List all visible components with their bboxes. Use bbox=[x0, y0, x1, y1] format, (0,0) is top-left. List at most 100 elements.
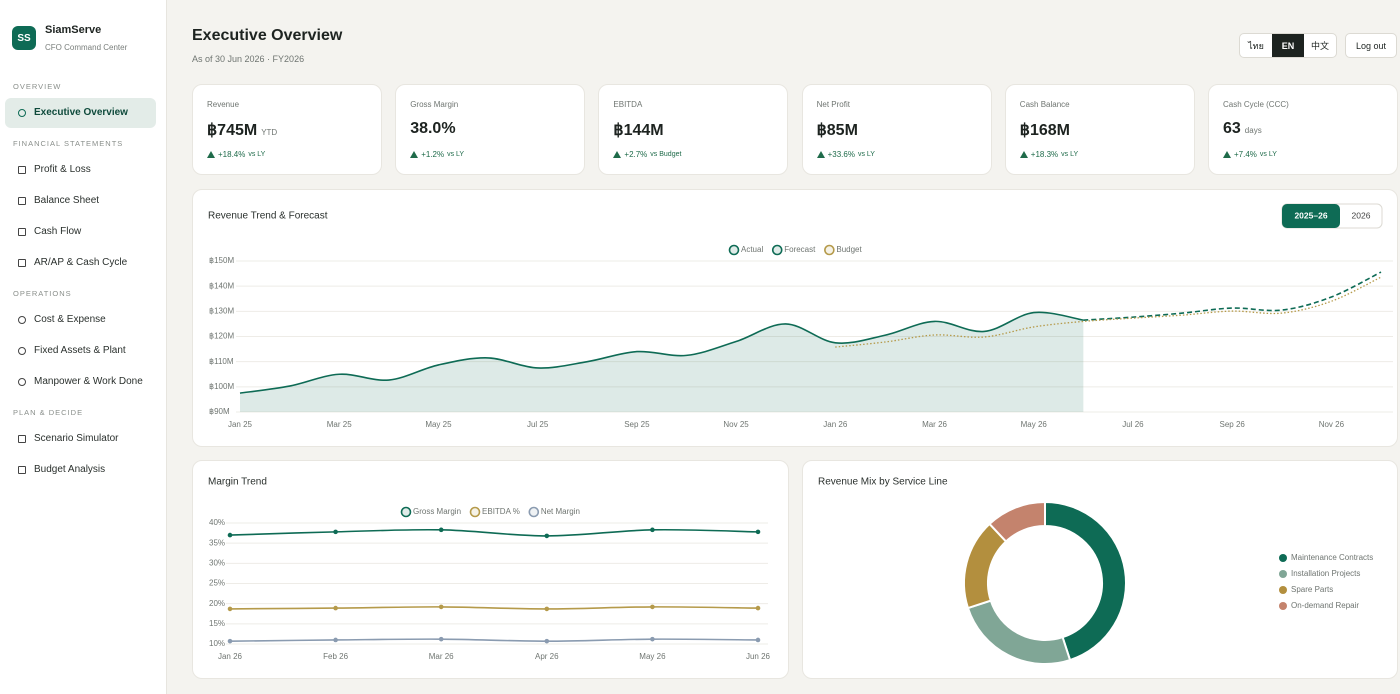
legend-label: Budget bbox=[836, 245, 862, 254]
period-option[interactable]: 2025–26 bbox=[1294, 210, 1327, 220]
nav-item[interactable]: Fixed Assets & Plant bbox=[5, 336, 156, 366]
legend-label: Forecast bbox=[784, 245, 816, 254]
x-tick-label: Sep 25 bbox=[624, 420, 650, 429]
kpi-card: EBITDA ฿144M +2.7% vs Budget bbox=[598, 84, 789, 175]
x-tick-label: Mar 26 bbox=[429, 652, 454, 661]
nav-label: Fixed Assets & Plant bbox=[34, 345, 126, 356]
area bbox=[240, 312, 1084, 412]
kpi-number: ฿85M bbox=[816, 122, 858, 139]
nav-icon bbox=[18, 316, 26, 324]
y-tick-label: 40% bbox=[209, 518, 225, 527]
period-option[interactable]: 2026 bbox=[1352, 210, 1371, 220]
kpi-label: Revenue bbox=[207, 100, 240, 109]
x-tick-label: Sep 26 bbox=[1219, 420, 1245, 429]
delta-note: vs LY bbox=[1061, 151, 1079, 158]
nav-item[interactable]: Executive Overview bbox=[5, 98, 156, 128]
up-arrow bbox=[207, 151, 215, 158]
x-tick-label: May 26 bbox=[639, 652, 666, 661]
nav-item[interactable]: Profit & Loss bbox=[5, 155, 156, 185]
logo: SS bbox=[12, 26, 36, 50]
legend-label: On-demand Repair bbox=[1291, 601, 1359, 610]
y-tick-label: ฿120M bbox=[209, 332, 234, 341]
kpi-card: Cash Balance ฿168M +18.3% vs LY bbox=[1004, 84, 1195, 175]
page-title: Executive Overview bbox=[192, 27, 343, 44]
up-arrow bbox=[816, 151, 825, 158]
kpi-value: ฿144M bbox=[613, 120, 663, 140]
point bbox=[438, 636, 444, 642]
language-option[interactable]: EN bbox=[1272, 34, 1304, 57]
point bbox=[650, 604, 655, 610]
kpi-label: EBITDA bbox=[613, 100, 643, 109]
kpi-card: Revenue ฿745M YTD +18.4% vs LY bbox=[192, 84, 382, 175]
delta-value: +1.2% bbox=[421, 150, 445, 159]
delta-note: vs LY bbox=[1259, 151, 1277, 158]
nav-item[interactable]: AR/AP & Cash Cycle bbox=[5, 248, 156, 278]
section-title: FINANCIAL STATEMENTS bbox=[13, 139, 124, 148]
line bbox=[239, 311, 1084, 394]
chart-title: Revenue Mix by Service Line bbox=[818, 477, 948, 488]
point bbox=[755, 637, 761, 643]
x-tick-label: May 25 bbox=[425, 420, 452, 429]
y-tick-label: ฿150M bbox=[209, 256, 234, 265]
y-tick-label: 30% bbox=[209, 558, 225, 567]
line bbox=[229, 638, 759, 642]
nav-label: Manpower & Work Done bbox=[34, 376, 143, 387]
delta-value: +2.7% bbox=[624, 150, 648, 159]
x-tick-label: Nov 25 bbox=[723, 420, 749, 429]
x-tick-label: Nov 26 bbox=[1319, 420, 1345, 429]
language-option[interactable]: ไทย bbox=[1248, 40, 1264, 51]
point bbox=[333, 529, 338, 535]
section-title: PLAN & DECIDE bbox=[13, 408, 84, 417]
nav-item[interactable]: Budget Analysis bbox=[5, 455, 156, 485]
legend-marker bbox=[528, 506, 540, 518]
nav-item[interactable]: Cost & Expense bbox=[5, 305, 156, 335]
brand: SiamServe bbox=[45, 24, 102, 36]
chart: Margin Trend 10% 15% 20% 25% 30% 35% 40% Jan 26 F… bbox=[208, 477, 771, 661]
line bbox=[229, 528, 759, 537]
delta-note: vs LY bbox=[857, 151, 875, 158]
logout-button[interactable]: Log out bbox=[1345, 33, 1397, 58]
delta-value: +18.3% bbox=[1030, 150, 1059, 159]
nav-icon bbox=[18, 378, 26, 386]
legend-marker bbox=[1279, 602, 1287, 610]
legend-marker bbox=[1279, 570, 1287, 578]
point bbox=[755, 605, 761, 611]
x-tick-label: Jan 25 bbox=[228, 420, 253, 429]
y-tick-label: ฿100M bbox=[209, 382, 234, 391]
kpi-number: ฿144M bbox=[613, 122, 664, 139]
point bbox=[227, 532, 233, 538]
line bbox=[229, 606, 759, 610]
kpi-delta: +2.7% vs Budget bbox=[613, 150, 681, 159]
x-tick-label: Jun 26 bbox=[746, 652, 771, 661]
kpi-card: Cash Cycle (CCC) 63 days +7.4% vs LY bbox=[1208, 84, 1398, 175]
line bbox=[1083, 271, 1382, 321]
nav-icon bbox=[18, 347, 26, 355]
y-tick-label: ฿140M bbox=[209, 281, 234, 290]
nav-item[interactable]: Cash Flow bbox=[5, 217, 156, 247]
kpi-label: Gross Margin bbox=[410, 100, 459, 109]
nav-label: AR/AP & Cash Cycle bbox=[34, 257, 128, 268]
legend-marker bbox=[469, 506, 481, 518]
legend-label: Maintenance Contracts bbox=[1291, 553, 1373, 562]
nav-item[interactable]: Scenario Simulator bbox=[5, 424, 156, 454]
language-option[interactable]: 中文 bbox=[1310, 41, 1329, 51]
kpi-delta: +18.3% vs LY bbox=[1019, 150, 1079, 159]
x-tick-label: Mar 25 bbox=[327, 420, 352, 429]
up-arrow bbox=[410, 151, 419, 158]
chart: Revenue Mix by Service Line Maintenance C… bbox=[818, 477, 1373, 665]
nav-item[interactable]: Manpower & Work Done bbox=[5, 367, 156, 397]
section-title: OVERVIEW bbox=[13, 82, 62, 91]
x-tick-label: Jan 26 bbox=[823, 420, 848, 429]
x-tick-label: Apr 26 bbox=[535, 652, 559, 661]
kpi-value: 38.0% bbox=[410, 120, 455, 138]
sidebar: SS SiamServe CFO Command Center OVERVIEW Exe… bbox=[0, 0, 167, 694]
nav-icon bbox=[18, 228, 26, 236]
y-tick-label: 35% bbox=[209, 538, 225, 547]
revenue-mix-card: Revenue Mix by Service Line Maintenance C… bbox=[802, 460, 1398, 679]
delta-value: +7.4% bbox=[1234, 150, 1257, 159]
point bbox=[544, 638, 550, 644]
legend-marker bbox=[728, 244, 740, 256]
nav-item[interactable]: Balance Sheet bbox=[5, 186, 156, 216]
kpi-value: ฿85M bbox=[817, 120, 858, 140]
delta-value: +18.4% bbox=[218, 150, 246, 159]
